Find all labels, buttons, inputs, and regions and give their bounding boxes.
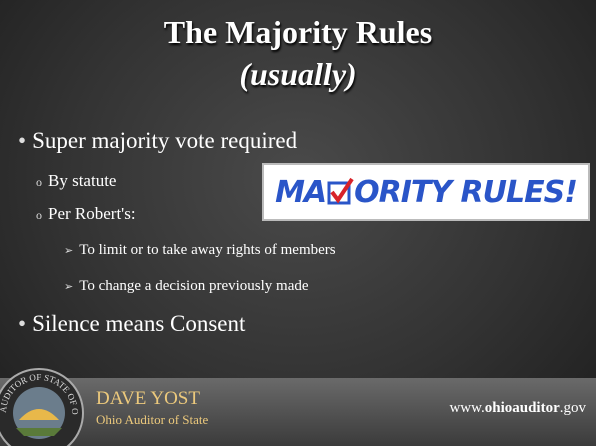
- url-part: www.: [449, 400, 484, 416]
- author-name: DAVE YOST: [96, 388, 200, 410]
- slide: The Majority Rules (usually) •Super majo…: [0, 0, 596, 446]
- url-part: ohioauditor: [485, 400, 560, 416]
- sub-sub-bullet: ➢To change a decision previously made: [64, 278, 309, 295]
- bullet-text: To limit or to take away rights of membe…: [79, 242, 335, 258]
- bullet-text: Super majority vote required: [32, 128, 297, 153]
- logo-text: ORITY RULES!: [354, 175, 577, 210]
- bullet-text: Per Robert's:: [48, 204, 136, 223]
- bullet: •Super majority vote required: [18, 128, 297, 154]
- checkbox-icon: [326, 177, 354, 207]
- bullet-text: Silence means Consent: [32, 311, 245, 336]
- bullet-text: By statute: [48, 171, 116, 190]
- subtitle: (usually): [0, 56, 596, 93]
- logo-image: MA ORITY RULES!: [262, 163, 590, 221]
- title: The Majority Rules: [0, 14, 596, 51]
- logo-text: MA: [275, 175, 326, 210]
- author-role: Ohio Auditor of State: [96, 412, 208, 428]
- seal: AUDITOR OF STATE OF OHIO: [0, 368, 84, 446]
- bullet: •Silence means Consent: [18, 311, 245, 337]
- website: www.ohioauditor.gov: [449, 400, 586, 417]
- sub-sub-bullet: ➢To limit or to take away rights of memb…: [64, 242, 336, 259]
- bullet-text: To change a decision previously made: [79, 278, 308, 294]
- url-part: .gov: [560, 400, 586, 416]
